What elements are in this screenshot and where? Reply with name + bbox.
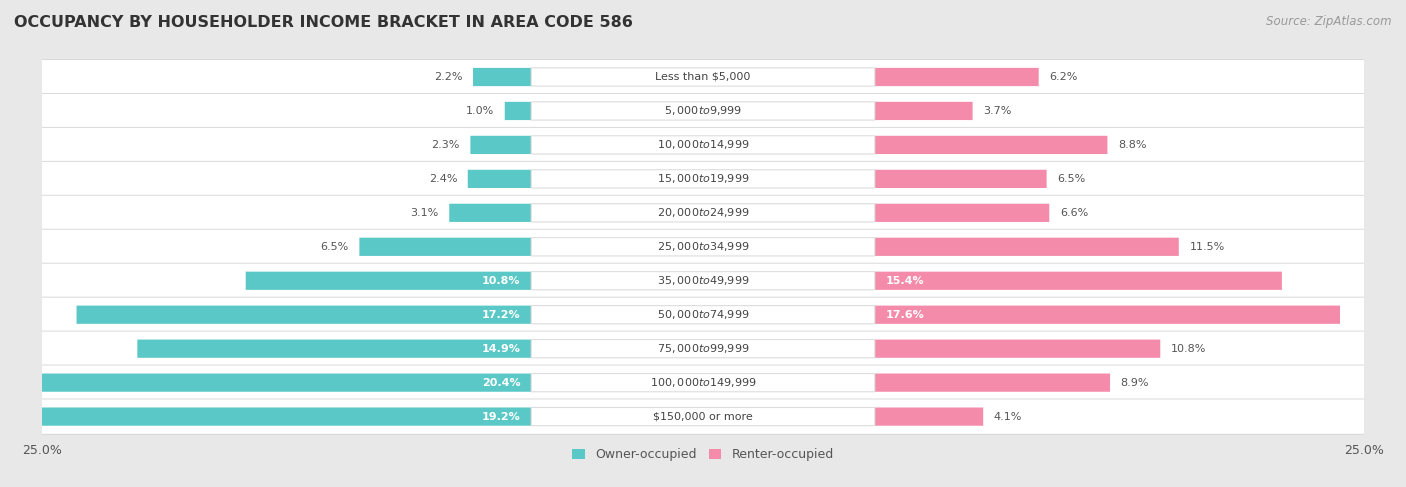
FancyBboxPatch shape	[41, 229, 1365, 264]
Text: 10.8%: 10.8%	[1171, 344, 1206, 354]
Text: $20,000 to $24,999: $20,000 to $24,999	[657, 206, 749, 219]
Text: Source: ZipAtlas.com: Source: ZipAtlas.com	[1267, 15, 1392, 28]
Text: $5,000 to $9,999: $5,000 to $9,999	[664, 104, 742, 117]
Text: 2.4%: 2.4%	[429, 174, 457, 184]
Text: 19.2%: 19.2%	[482, 412, 520, 422]
FancyBboxPatch shape	[531, 374, 875, 392]
FancyBboxPatch shape	[531, 68, 875, 86]
Text: 8.8%: 8.8%	[1118, 140, 1146, 150]
FancyBboxPatch shape	[875, 272, 1282, 290]
Text: 10.8%: 10.8%	[482, 276, 520, 286]
FancyBboxPatch shape	[41, 94, 1365, 129]
Text: 11.5%: 11.5%	[1189, 242, 1225, 252]
Text: 8.9%: 8.9%	[1121, 377, 1149, 388]
FancyBboxPatch shape	[875, 204, 1049, 222]
FancyBboxPatch shape	[76, 306, 531, 324]
FancyBboxPatch shape	[531, 102, 875, 120]
FancyBboxPatch shape	[41, 59, 1365, 94]
Text: $150,000 or more: $150,000 or more	[654, 412, 752, 422]
FancyBboxPatch shape	[472, 68, 531, 86]
Text: Less than $5,000: Less than $5,000	[655, 72, 751, 82]
Legend: Owner-occupied, Renter-occupied: Owner-occupied, Renter-occupied	[568, 443, 838, 466]
Text: 17.2%: 17.2%	[482, 310, 520, 320]
FancyBboxPatch shape	[41, 161, 1365, 196]
Text: 6.6%: 6.6%	[1060, 208, 1088, 218]
FancyBboxPatch shape	[41, 365, 1365, 400]
Text: 1.0%: 1.0%	[465, 106, 494, 116]
FancyBboxPatch shape	[875, 374, 1111, 392]
FancyBboxPatch shape	[41, 399, 1365, 434]
Text: 3.7%: 3.7%	[983, 106, 1011, 116]
Text: $10,000 to $14,999: $10,000 to $14,999	[657, 138, 749, 151]
FancyBboxPatch shape	[531, 272, 875, 290]
FancyBboxPatch shape	[41, 331, 1365, 366]
FancyBboxPatch shape	[875, 238, 1178, 256]
FancyBboxPatch shape	[360, 238, 531, 256]
FancyBboxPatch shape	[531, 136, 875, 154]
FancyBboxPatch shape	[41, 297, 1365, 332]
Text: 2.3%: 2.3%	[432, 140, 460, 150]
FancyBboxPatch shape	[875, 339, 1160, 358]
Text: 6.2%: 6.2%	[1049, 72, 1077, 82]
FancyBboxPatch shape	[138, 339, 531, 358]
FancyBboxPatch shape	[450, 204, 531, 222]
FancyBboxPatch shape	[875, 102, 973, 120]
Text: $100,000 to $149,999: $100,000 to $149,999	[650, 376, 756, 389]
Text: 4.1%: 4.1%	[994, 412, 1022, 422]
Text: 20.4%: 20.4%	[482, 377, 520, 388]
FancyBboxPatch shape	[505, 102, 531, 120]
FancyBboxPatch shape	[531, 306, 875, 324]
Text: 15.4%: 15.4%	[886, 276, 924, 286]
Text: $75,000 to $99,999: $75,000 to $99,999	[657, 342, 749, 355]
Text: $15,000 to $19,999: $15,000 to $19,999	[657, 172, 749, 186]
Text: 6.5%: 6.5%	[321, 242, 349, 252]
FancyBboxPatch shape	[246, 272, 531, 290]
FancyBboxPatch shape	[24, 408, 531, 426]
FancyBboxPatch shape	[41, 127, 1365, 163]
FancyBboxPatch shape	[875, 306, 1340, 324]
Text: $35,000 to $49,999: $35,000 to $49,999	[657, 274, 749, 287]
FancyBboxPatch shape	[531, 408, 875, 426]
Text: 6.5%: 6.5%	[1057, 174, 1085, 184]
FancyBboxPatch shape	[875, 68, 1039, 86]
FancyBboxPatch shape	[531, 170, 875, 188]
FancyBboxPatch shape	[531, 339, 875, 358]
Text: 14.9%: 14.9%	[482, 344, 520, 354]
Text: $50,000 to $74,999: $50,000 to $74,999	[657, 308, 749, 321]
Text: 2.2%: 2.2%	[434, 72, 463, 82]
FancyBboxPatch shape	[41, 195, 1365, 230]
FancyBboxPatch shape	[468, 170, 531, 188]
FancyBboxPatch shape	[875, 170, 1046, 188]
Text: 3.1%: 3.1%	[411, 208, 439, 218]
FancyBboxPatch shape	[0, 374, 531, 392]
Text: OCCUPANCY BY HOUSEHOLDER INCOME BRACKET IN AREA CODE 586: OCCUPANCY BY HOUSEHOLDER INCOME BRACKET …	[14, 15, 633, 30]
FancyBboxPatch shape	[531, 238, 875, 256]
Text: 17.6%: 17.6%	[886, 310, 924, 320]
Text: $25,000 to $34,999: $25,000 to $34,999	[657, 240, 749, 253]
FancyBboxPatch shape	[875, 136, 1108, 154]
FancyBboxPatch shape	[41, 263, 1365, 299]
FancyBboxPatch shape	[531, 204, 875, 222]
FancyBboxPatch shape	[471, 136, 531, 154]
FancyBboxPatch shape	[875, 408, 983, 426]
